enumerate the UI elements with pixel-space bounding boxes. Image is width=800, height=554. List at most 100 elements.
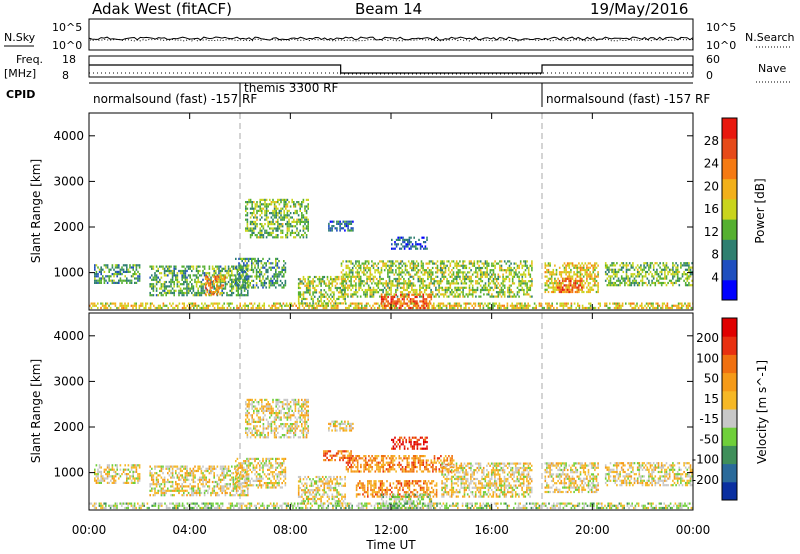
echo-cell [116, 506, 118, 510]
echo-cell [364, 291, 367, 294]
echo-cell [586, 290, 588, 294]
echo-cell [683, 262, 685, 265]
echo-cell [331, 227, 333, 230]
echo-cell [141, 304, 144, 307]
echo-cell [205, 306, 208, 310]
echo-cell [618, 306, 621, 310]
echo-cell [239, 286, 242, 289]
echo-cell [132, 504, 134, 507]
echo-cell [391, 262, 394, 265]
echo-cell [345, 275, 348, 278]
echo-cell [424, 241, 427, 244]
echo-cell [208, 265, 211, 268]
echo-cell [606, 266, 609, 269]
echo-cell [486, 264, 488, 267]
echo-cell [568, 284, 570, 287]
echo-cell [447, 506, 449, 510]
echo-cell [289, 212, 292, 215]
echo-cell [642, 506, 645, 510]
echo-cell [380, 271, 383, 274]
echo-cell [395, 293, 397, 296]
echo-cell [543, 502, 545, 505]
echo-cell [122, 270, 125, 273]
echo-cell [396, 300, 399, 303]
echo-cell [574, 282, 577, 285]
echo-cell [465, 277, 468, 281]
echo-cell [616, 279, 618, 282]
echo-cell [181, 289, 183, 292]
echo-cell [402, 238, 404, 241]
echo-cell [251, 279, 253, 282]
echo-cell [232, 287, 235, 290]
echo-cell [573, 279, 575, 283]
echo-cell [661, 506, 664, 510]
echo-cell [363, 271, 365, 274]
echo-cell [356, 271, 359, 274]
echo-cell [372, 286, 375, 289]
echo-cell [674, 502, 677, 505]
echo-cell [265, 212, 268, 215]
echo-cell [447, 282, 450, 285]
echo-cell [467, 293, 469, 296]
echo-cell [263, 273, 266, 276]
echo-cell [641, 284, 644, 287]
echo-cell [126, 264, 128, 267]
echo-cell [210, 504, 213, 507]
echo-cell [196, 506, 198, 510]
echo-cell [265, 236, 268, 239]
echo-cell [301, 293, 303, 296]
echo-cell [489, 271, 492, 274]
echo-cell [463, 295, 466, 298]
echo-cell [487, 291, 490, 294]
echo-cell [430, 260, 432, 263]
echo-cell [599, 304, 601, 307]
echo-cell [339, 302, 342, 305]
nsearch-log-top: 10^5 [706, 21, 736, 34]
echo-cell [124, 306, 126, 310]
echo-cell [502, 273, 504, 276]
echo-cell [552, 288, 555, 291]
echo-cell [134, 481, 136, 484]
echo-cell [455, 264, 458, 267]
echo-cell [415, 288, 418, 292]
echo-cell [620, 504, 622, 507]
echo-cell [384, 293, 386, 296]
echo-cell [304, 223, 306, 226]
echo-cell [155, 289, 158, 292]
echo-cell [579, 273, 582, 276]
echo-cell [106, 475, 109, 478]
echo-cell [212, 302, 214, 305]
echo-cell [408, 241, 411, 244]
echo-cell [348, 280, 351, 283]
echo-cell [566, 288, 569, 291]
echo-cell [254, 266, 256, 269]
echo-cell [202, 272, 204, 275]
echo-cell [607, 306, 609, 310]
echo-cell [375, 288, 378, 292]
echo-cell [114, 481, 117, 484]
echo-cell [430, 288, 432, 292]
echo-cell [490, 502, 493, 505]
echo-cell [183, 506, 185, 510]
echo-cell [502, 284, 504, 287]
echo-cell [159, 291, 161, 295]
echo-cell [633, 284, 636, 287]
echo-cell [372, 277, 375, 281]
echo-cell [94, 281, 96, 284]
echo-cell [100, 270, 102, 273]
echo-cell [122, 264, 125, 267]
echo-cell [391, 247, 393, 250]
echo-cell [444, 286, 447, 289]
echo-cell [527, 280, 530, 283]
echo-cell [217, 291, 220, 294]
echo-cell [404, 282, 407, 285]
echo-cell [270, 227, 273, 230]
echo-cell [208, 272, 211, 275]
echo-cell [371, 277, 373, 281]
echo-cell [105, 266, 107, 269]
echo-cell [345, 293, 348, 296]
echo-cell [184, 287, 187, 290]
echo-cell [589, 277, 591, 280]
echo-cell [149, 291, 151, 295]
echo-cell [589, 306, 592, 310]
